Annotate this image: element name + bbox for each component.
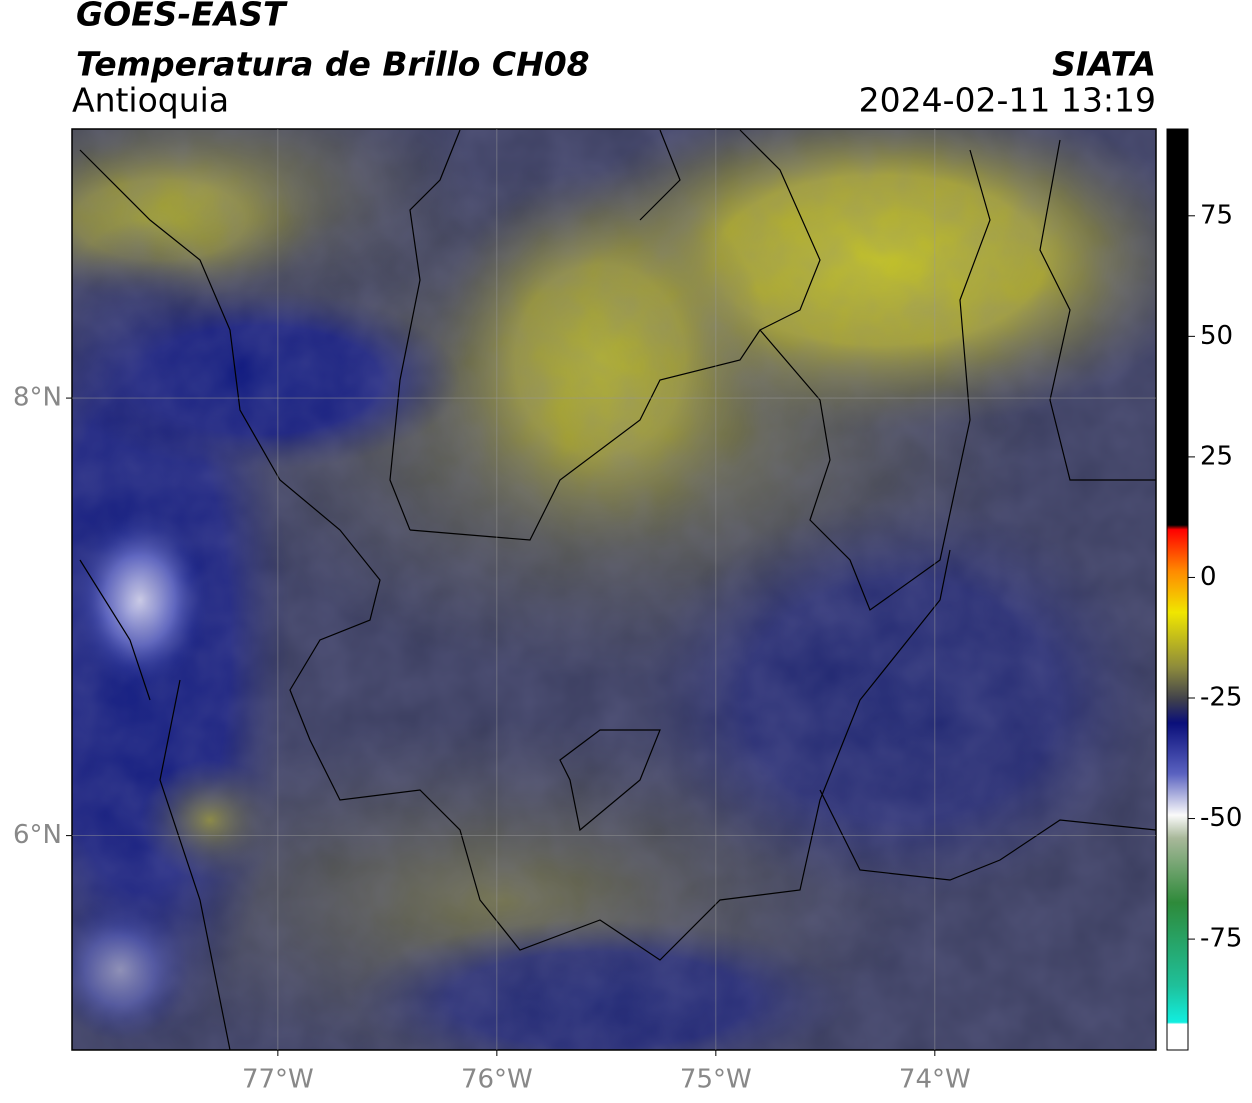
colorbar <box>1166 128 1189 1051</box>
source: SIATA <box>1052 45 1156 84</box>
colorbar-tick-label: 0 <box>1200 562 1217 592</box>
colorbar-tick-label: -25 <box>1200 682 1242 712</box>
colorbar-tick-label: 75 <box>1200 200 1233 230</box>
map-image <box>72 129 1156 1050</box>
colorbar-tick-label: 25 <box>1200 441 1233 471</box>
datetime: 2024-02-11 13:19 <box>859 81 1156 120</box>
subtitle: Temperatura de Brillo CH08 <box>76 45 590 84</box>
y-tick-label: 8°N <box>13 383 62 413</box>
colorbar-tick-label: -50 <box>1200 803 1242 833</box>
map-frame <box>71 128 1157 1051</box>
title: GOES-EAST <box>76 0 288 34</box>
region: Antioquia <box>72 81 229 120</box>
x-tick-label: 76°W <box>461 1065 533 1095</box>
y-tick-label: 6°N <box>13 820 62 850</box>
colorbar-tick-label: -75 <box>1200 924 1242 954</box>
x-tick-label: 77°W <box>242 1065 314 1095</box>
x-tick-label: 74°W <box>899 1065 971 1095</box>
x-tick-label: 75°W <box>680 1065 752 1095</box>
colorbar-tick-label: 50 <box>1200 321 1233 351</box>
